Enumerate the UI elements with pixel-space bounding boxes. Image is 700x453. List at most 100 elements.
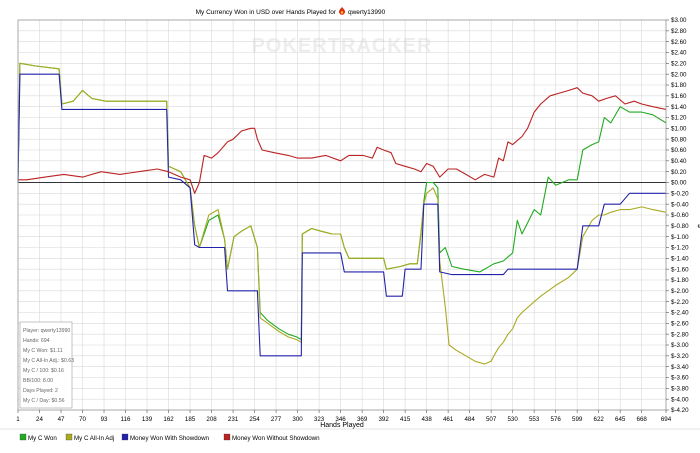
legend-label: My C Won (28, 435, 57, 442)
chart-title: My Currency Won in USD over Hands Played… (196, 9, 337, 16)
stats-line: My C Won: $1.11 (23, 348, 63, 354)
stats-line: My C / 100: $0.16 (23, 368, 64, 374)
y-tick-label: $1.60 (671, 93, 687, 100)
x-tick-label: 507 (486, 416, 497, 423)
legend-item-my-c-all-in-adj[interactable]: My C All-In Adj (65, 433, 114, 442)
series-line-my-c-all-in-adj (17, 62, 667, 365)
chart-player-name: qwerty13990 (348, 9, 386, 16)
x-tick-label: 300 (292, 416, 303, 423)
y-tick-label: $-3.20 (671, 353, 689, 360)
x-tick-label: 553 (529, 416, 540, 423)
x-axis: 1 24 47 70 93 116 139 162 185 208 231 254 277 300 323 3… (16, 410, 672, 423)
y-tick-label: $3.00 (671, 17, 687, 24)
watermark: POKERTRACKER (252, 35, 433, 57)
x-tick-label: 277 (271, 416, 282, 423)
y-tick-label: $1.00 (671, 126, 687, 133)
x-tick-label: 139 (142, 416, 153, 423)
y-tick-label: $2.00 (671, 71, 687, 78)
y-tick-label: $-2.40 (671, 310, 689, 317)
x-tick-label: 461 (443, 416, 454, 423)
x-axis-label: Hands Played (320, 422, 364, 429)
legend-swatch (223, 433, 231, 441)
series-line-money-won-without-showdown (18, 87, 667, 194)
y-tick-label: $0.00 (671, 180, 687, 187)
stats-line: My C All-In Adj.: $0.63 (23, 358, 74, 364)
y-tick-label: $-3.80 (671, 386, 689, 393)
y-tick-label: $2.80 (671, 28, 687, 35)
x-tick-label: 1 (16, 416, 20, 423)
x-tick-label: 323 (314, 416, 325, 423)
y-tick-label: $2.40 (671, 50, 687, 57)
legend-label: My C All-In Adj (74, 435, 114, 442)
y-tick-label: $-1.80 (671, 277, 689, 284)
x-tick-label: 438 (421, 416, 432, 423)
stats-line: BB/100: 8.00 (23, 378, 53, 384)
x-tick-label: 346 (335, 416, 346, 423)
x-tick-label: 70 (79, 416, 86, 423)
y-tick-label: $-3.40 (671, 364, 689, 371)
legend: My C Won My C All-In Adj Money Won With Sh… (0, 428, 700, 442)
y-axis: $3.00 $2.80 $2.60 $2.40 $2.20 $2.00 $1.80 $1.60… (666, 17, 689, 414)
x-tick-label: 415 (400, 416, 411, 423)
x-tick-label: 668 (637, 416, 648, 423)
series-line-money-won-with-showdown (17, 73, 666, 357)
stats-line: Player: qwerty13990 (23, 328, 70, 334)
x-tick-label: 484 (464, 416, 475, 423)
x-tick-label: 24 (36, 416, 43, 423)
x-tick-label: 116 (121, 416, 131, 423)
legend-label: Money Won Without Showdown (232, 435, 320, 442)
y-tick-label: $-1.20 (671, 245, 689, 252)
y-tick-label: $-2.60 (671, 321, 689, 328)
y-tick-label: $-4.00 (671, 396, 689, 403)
y-tick-label: $-2.20 (671, 299, 689, 306)
y-tick-label: $-0.20 (671, 191, 689, 198)
y-tick-label: $1.20 (671, 115, 687, 122)
x-tick-label: 622 (594, 416, 605, 423)
legend-item-money-won-with-showdown[interactable]: Money Won With Showdown (121, 433, 210, 442)
legend-label: Money Won With Showdown (130, 435, 210, 442)
y-tick-label: $-0.40 (671, 201, 689, 208)
stats-box-frame (19, 321, 73, 409)
stats-line: My C / Day: $0.56 (23, 398, 65, 404)
player-icon (338, 7, 346, 15)
stats-line: Hands: 694 (23, 338, 50, 344)
x-tick-label: 576 (550, 416, 561, 423)
legend-swatch (19, 433, 27, 441)
x-tick-label: 185 (185, 416, 196, 423)
y-tick-label: $0.60 (671, 147, 687, 154)
y-tick-label: $-2.00 (671, 288, 689, 295)
y-tick-label: $-3.00 (671, 342, 689, 349)
y-tick-label: $-0.60 (671, 212, 689, 219)
y-tick-label: $-2.80 (671, 331, 689, 338)
y-axis-label: $ (696, 224, 700, 228)
y-tick-label: $2.60 (671, 39, 687, 46)
legend-item-my-c-won[interactable]: My C Won (19, 433, 57, 442)
legend-item-money-won-without-showdown[interactable]: Money Won Without Showdown (223, 433, 320, 442)
x-tick-label: 369 (357, 416, 368, 423)
y-tick-label: $-3.60 (671, 375, 689, 382)
x-tick-label: 645 (615, 416, 626, 423)
x-tick-label: 231 (228, 416, 239, 423)
y-tick-label: $2.20 (671, 61, 687, 68)
y-tick-label: $-1.00 (671, 234, 689, 241)
y-tick-label: $0.80 (671, 136, 687, 143)
legend-swatch (121, 433, 129, 441)
x-tick-label: 254 (249, 416, 260, 423)
series-lines (17, 62, 667, 365)
x-tick-label: 93 (101, 416, 108, 423)
y-tick-label: $0.20 (671, 169, 687, 176)
y-tick-label: $-1.60 (671, 266, 689, 273)
y-tick-label: $-1.40 (671, 256, 689, 263)
x-tick-label: 694 (661, 416, 672, 423)
stats-box: Player: qwerty13990 Hands: 694 My C Won: $… (19, 321, 74, 409)
y-tick-label: $1.40 (671, 104, 687, 111)
y-tick-label: $0.40 (671, 158, 687, 165)
x-tick-label: 208 (206, 416, 217, 423)
y-tick-label: $-4.20 (671, 407, 689, 414)
legend-swatch (65, 433, 73, 441)
x-tick-label: 392 (378, 416, 389, 423)
x-tick-label: 47 (58, 416, 65, 423)
x-tick-label: 530 (507, 416, 518, 423)
